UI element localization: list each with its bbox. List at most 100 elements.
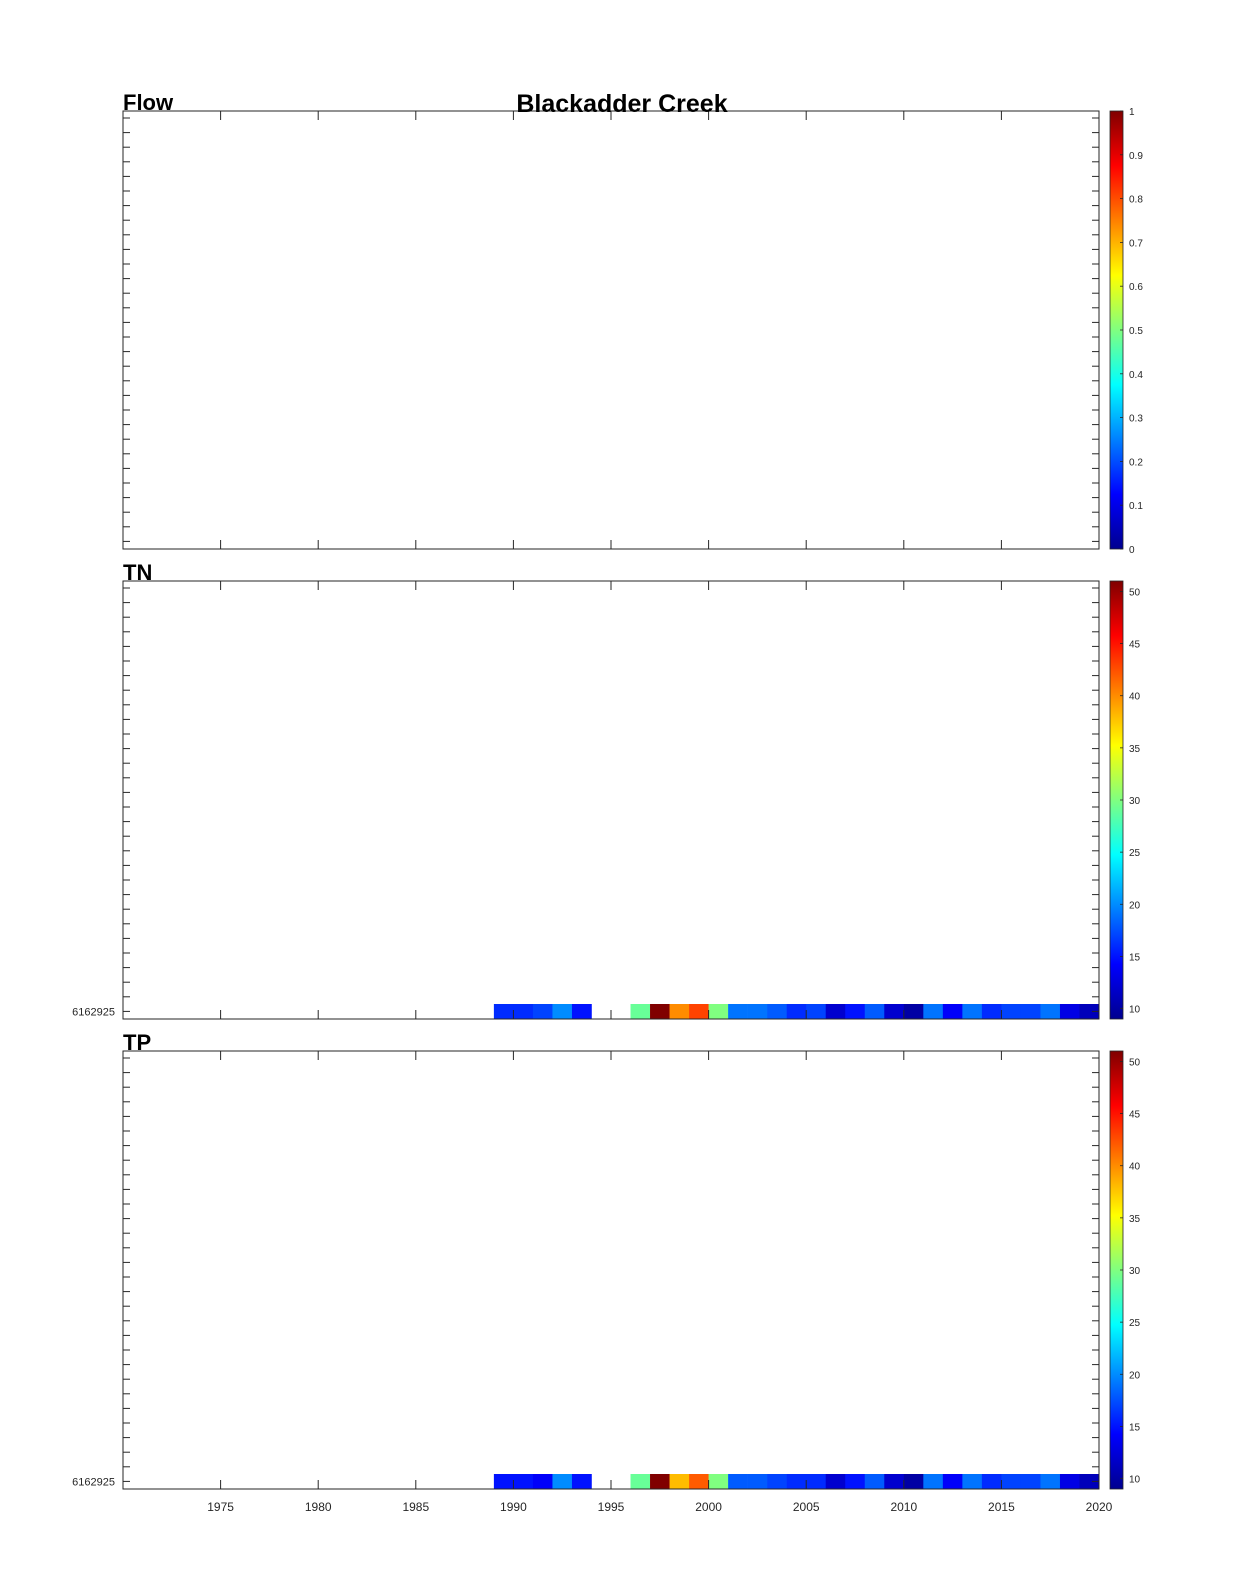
colorbar-tick-label: 30	[1129, 1266, 1141, 1277]
heatmap-cell	[1059, 1474, 1080, 1489]
heatmap-cell	[864, 1004, 885, 1019]
heatmap-cell	[689, 1474, 709, 1489]
heatmap-cell	[532, 1004, 553, 1019]
x-tick-label: 2000	[695, 1500, 722, 1514]
colorbar-tick-label: 0.4	[1129, 370, 1143, 381]
heatmap-cell	[552, 1004, 573, 1019]
colorbar-tick-label: 15	[1129, 952, 1141, 963]
heatmap-cell	[962, 1004, 983, 1019]
colorbar-tick-label: 50	[1129, 587, 1141, 598]
x-tick-label: 1995	[598, 1500, 625, 1514]
colorbar-tick-label: 0.1	[1129, 501, 1143, 512]
heatmap-cell	[669, 1474, 690, 1489]
heatmap-cell	[767, 1474, 787, 1489]
heatmap-cell	[923, 1474, 944, 1489]
colorbar-tick-label: 0.8	[1129, 195, 1143, 206]
heatmap-cell	[767, 1004, 787, 1019]
heatmap-cell	[493, 1474, 514, 1489]
colorbar-tick-label: 35	[1129, 1214, 1141, 1225]
x-tick-label: 1990	[500, 1500, 527, 1514]
heatmap-cell	[962, 1474, 983, 1489]
colorbar-tick-label: 40	[1129, 692, 1141, 703]
x-tick-label: 2005	[793, 1500, 820, 1514]
colorbar-tick-label: 45	[1129, 640, 1141, 651]
heatmap-cell	[981, 1004, 1002, 1019]
heatmap-cell	[1001, 1004, 1022, 1019]
heatmap-cell	[630, 1004, 651, 1019]
colorbar-tick-label: 50	[1129, 1057, 1141, 1068]
colorbar-tick-label: 20	[1129, 900, 1141, 911]
heatmap-cell	[825, 1474, 846, 1489]
heatmap-cell	[825, 1004, 846, 1019]
heatmap-cell	[942, 1474, 963, 1489]
heatmap-cell	[571, 1004, 592, 1019]
heatmap-cell	[1079, 1004, 1100, 1019]
heatmap-cell	[806, 1474, 827, 1489]
colorbar-tick-label: 25	[1129, 1318, 1141, 1329]
heatmap-cell	[1020, 1004, 1041, 1019]
colorbar-tick-label: 30	[1129, 796, 1141, 807]
heatmap-cell	[1079, 1474, 1100, 1489]
heatmap-cell	[903, 1474, 924, 1489]
heatmap-cell	[747, 1474, 768, 1489]
colorbar-tick-label: 10	[1129, 1475, 1141, 1486]
heatmap-cell	[923, 1004, 944, 1019]
heatmap-cell	[728, 1004, 748, 1019]
colorbar-tick-label: 0.2	[1129, 457, 1143, 468]
figure-title: Blackadder Creek	[516, 90, 727, 118]
colorbar-tick-label: 40	[1129, 1162, 1141, 1173]
colorbar-tick-label: 0.6	[1129, 282, 1143, 293]
heatmap-cell	[1040, 1004, 1061, 1019]
heatmap-cell	[845, 1474, 866, 1489]
heatmap-cell	[1001, 1474, 1022, 1489]
heatmap-cell	[1059, 1004, 1080, 1019]
x-tick-label: 2010	[890, 1500, 917, 1514]
y-tick-label: 6162925	[72, 1007, 115, 1019]
heatmap-cell	[845, 1004, 866, 1019]
colorbar-tick-label: 0.9	[1129, 151, 1143, 162]
x-tick-label: 2015	[988, 1500, 1015, 1514]
heatmap-cell	[513, 1474, 534, 1489]
y-tick-label: 6162925	[72, 1477, 115, 1489]
heatmap-cell	[1020, 1474, 1041, 1489]
heatmap-cell	[513, 1004, 534, 1019]
heatmap-cell	[708, 1004, 729, 1019]
heatmap-cell	[884, 1004, 905, 1019]
colorbar-tick-label: 0.5	[1129, 326, 1143, 337]
colorbar-tick-label: 10	[1129, 1005, 1141, 1016]
heatmap-cell	[806, 1004, 827, 1019]
heatmap-cell	[786, 1474, 807, 1489]
heatmap-cell	[728, 1474, 748, 1489]
axes-box	[122, 1050, 1100, 1490]
x-tick-label: 1985	[402, 1500, 429, 1514]
axes-box	[122, 580, 1100, 1020]
colorbar-tick-label: 45	[1129, 1110, 1141, 1121]
heatmap-cell	[669, 1004, 690, 1019]
heatmap-cell	[903, 1004, 924, 1019]
heatmap-cell	[571, 1474, 592, 1489]
heatmap-cell	[552, 1474, 573, 1489]
colorbar-tick-label: 0	[1129, 545, 1135, 556]
colorbar-tick-label: 15	[1129, 1422, 1141, 1433]
heatmap-cell	[786, 1004, 807, 1019]
colorbar-tick-label: 25	[1129, 848, 1141, 859]
heatmap-cell	[864, 1474, 885, 1489]
heatmap-cell	[747, 1004, 768, 1019]
heatmap-cell	[689, 1004, 709, 1019]
colorbar-tick-label: 0.7	[1129, 238, 1143, 249]
heatmap-cell	[630, 1474, 651, 1489]
x-tick-label: 1975	[207, 1500, 234, 1514]
heatmap-cell	[942, 1004, 963, 1019]
heatmap-cell	[650, 1474, 670, 1489]
colorbar-tick-label: 1	[1129, 107, 1135, 118]
heatmap-cell	[493, 1004, 514, 1019]
x-tick-label: 2020	[1086, 1500, 1113, 1514]
colorbar-tick-label: 0.3	[1129, 414, 1143, 425]
heatmap-cell	[532, 1474, 553, 1489]
heatmap-cell	[650, 1004, 670, 1019]
colorbar-tick-label: 35	[1129, 744, 1141, 755]
heatmap-cell	[884, 1474, 905, 1489]
x-tick-label: 1980	[305, 1500, 332, 1514]
heatmap-cell	[1040, 1474, 1061, 1489]
